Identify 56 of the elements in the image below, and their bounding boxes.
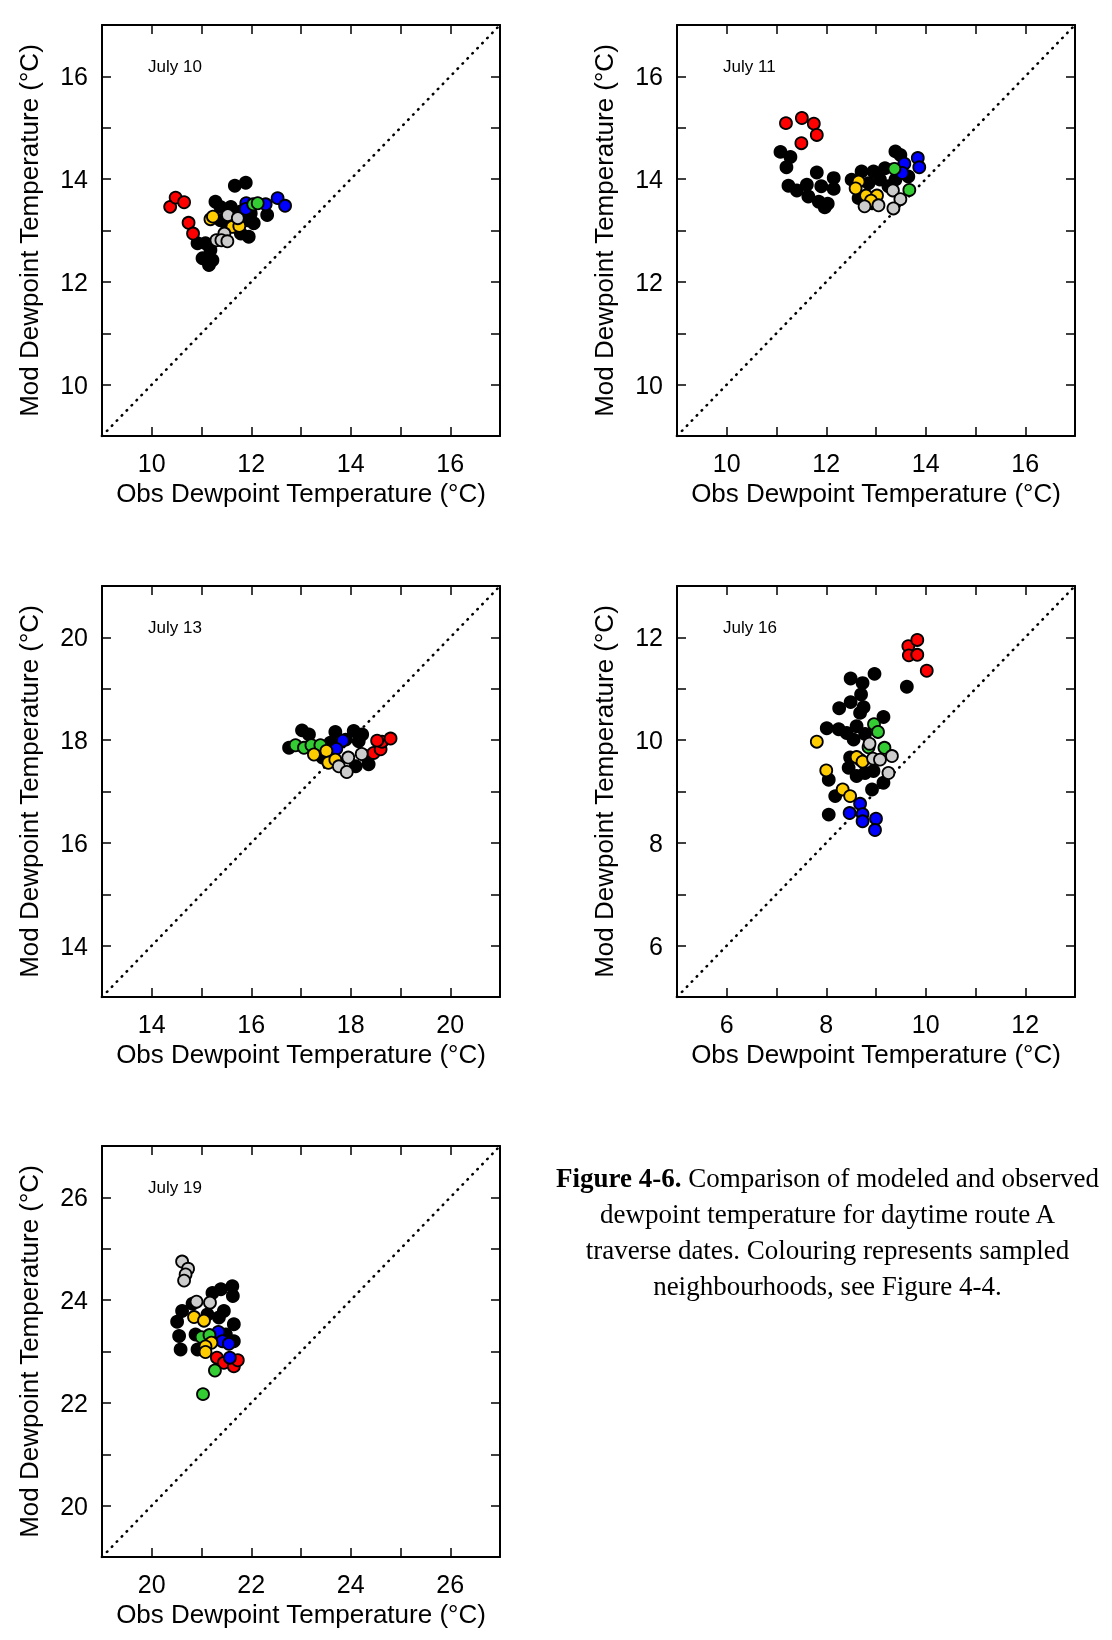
x-tick-label: 14 [911,448,940,477]
x-axis-title: Obs Dewpoint Temperature (°C) [116,478,486,508]
x-tick-label: 12 [812,448,841,477]
y-tick-label: 10 [635,370,663,399]
y-tick-label: 20 [60,1491,88,1520]
x-tick-label: 18 [336,1009,365,1037]
x-tick-label: 16 [1011,448,1040,477]
x-tick-label: 10 [137,448,166,477]
x-tick-label: 14 [137,1009,166,1037]
x-tick-label: 20 [137,1569,166,1598]
y-tick-label: 10 [60,370,88,399]
y-tick-label: 22 [60,1388,88,1417]
x-tick-label: 20 [436,1009,465,1037]
x-axis-title: Obs Dewpoint Temperature (°C) [116,1599,486,1629]
annotation: July 13 [148,617,202,637]
y-tick-label: 16 [635,62,663,91]
x-tick-label: 10 [712,448,741,477]
y-tick-label: 10 [635,725,663,754]
x-axis-title: Obs Dewpoint Temperature (°C) [116,1038,486,1069]
x-tick-label: 12 [1011,1009,1040,1037]
x-tick-label: 8 [819,1009,834,1037]
x-tick-label: 24 [336,1569,365,1598]
x-tick-label: 6 [719,1009,734,1037]
x-tick-label: 26 [436,1569,465,1598]
annotation: July 19 [148,1178,202,1197]
y-axis-title: Mod Dewpoint Temperature (°C) [14,44,44,417]
y-axis-title: Mod Dewpoint Temperature (°C) [14,604,44,978]
y-axis-title: Mod Dewpoint Temperature (°C) [589,44,619,417]
x-tick-label: 10 [911,1009,940,1037]
x-tick-label: 16 [436,448,465,477]
text: Figure 4-6. [555,1163,682,1193]
y-tick-label: 18 [60,725,88,754]
x-tick-label: 16 [237,1009,266,1037]
annotation: July 16 [723,617,777,637]
y-tick-label: 14 [60,931,89,960]
y-axis-title: Mod Dewpoint Temperature (°C) [14,1165,44,1538]
y-tick-label: 14 [60,165,89,194]
y-tick-label: 12 [635,622,663,651]
y-tick-label: 12 [635,267,663,296]
y-tick-label: 8 [649,828,663,857]
y-tick-label: 26 [60,1183,88,1212]
y-tick-label: 14 [635,165,664,194]
y-tick-label: 6 [649,931,663,960]
x-tick-label: 12 [237,448,266,477]
y-tick-label: 12 [60,267,88,296]
y-tick-label: 24 [60,1286,89,1315]
y-tick-label: 16 [60,62,88,91]
x-tick-label: 14 [336,448,365,477]
x-axis-title: Obs Dewpoint Temperature (°C) [691,478,1061,508]
x-tick-label: 22 [237,1569,266,1598]
y-tick-label: 16 [60,828,88,857]
y-tick-label: 20 [60,622,88,651]
x-axis-title: Obs Dewpoint Temperature (°C) [691,1038,1061,1069]
y-axis-title: Mod Dewpoint Temperature (°C) [589,604,619,978]
annotation: July 11 [723,57,776,76]
annotation: July 10 [148,57,202,76]
